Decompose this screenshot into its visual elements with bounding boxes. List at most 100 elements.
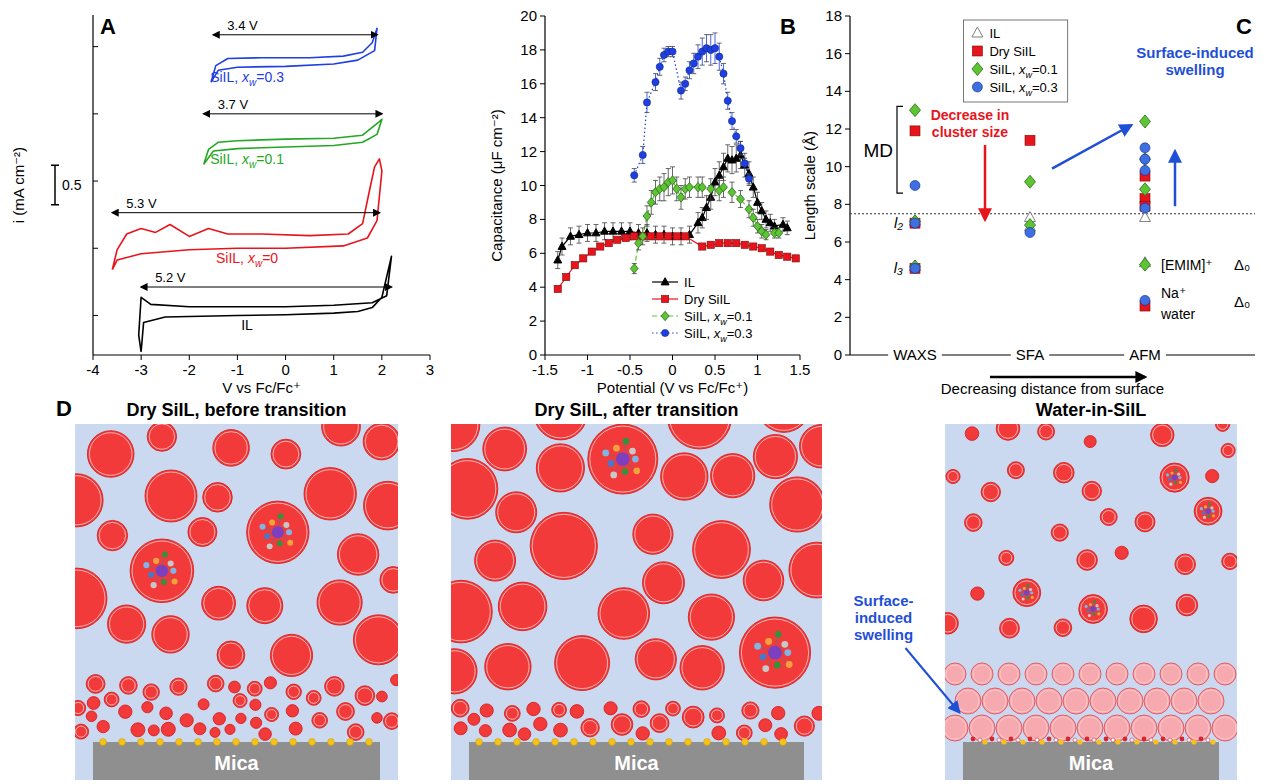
- ion-cluster-sphere: [996, 424, 1020, 440]
- y-tick-label: 6: [529, 244, 537, 261]
- ion-cluster-sphere: [1144, 688, 1170, 714]
- sphere-rim: [998, 717, 1020, 739]
- ion-cluster-sphere: [377, 691, 388, 702]
- atom: [1169, 483, 1172, 486]
- x-tick-label: -1.5: [532, 361, 558, 378]
- ion-cluster-sphere: [148, 725, 159, 736]
- data-point: [720, 183, 728, 192]
- ion-cluster-sphere: [270, 634, 312, 676]
- error-bar-cap: [738, 207, 743, 208]
- error-bar-cap: [696, 68, 701, 69]
- ion-cluster-sphere: [633, 701, 650, 718]
- ion-cluster-sphere: [202, 586, 236, 620]
- window-label: 5.2 V: [155, 270, 186, 285]
- ion-cluster-sphere: [265, 708, 279, 722]
- sphere-rim: [973, 665, 991, 683]
- ion-cluster-sphere: [131, 723, 145, 737]
- error-bar-cap: [759, 238, 764, 239]
- sphere-rim: [339, 536, 376, 573]
- ion-cluster-sphere: [108, 605, 146, 643]
- sphere-rim: [645, 564, 683, 602]
- sphere-rim: [536, 424, 585, 438]
- water-molecule: [1066, 737, 1071, 742]
- window-arrow: [204, 113, 382, 114]
- error-bar-cap: [670, 193, 675, 194]
- sphere-rim: [1054, 665, 1072, 683]
- data-point: [643, 211, 651, 220]
- sphere-rim: [759, 424, 809, 430]
- atom: [151, 582, 157, 588]
- window-arrow: [112, 212, 379, 213]
- data-point: [728, 117, 735, 124]
- error-bar-cap: [636, 249, 641, 250]
- error-bar-cap: [708, 209, 713, 210]
- ion-cluster-sphere: [119, 705, 132, 718]
- surface-cation: [666, 739, 673, 746]
- sphere-rim: [1106, 717, 1128, 739]
- error-bar-cap: [700, 177, 705, 178]
- text-line: induced: [855, 609, 913, 626]
- error-bar-cap: [645, 241, 650, 242]
- sphere-rim: [1081, 665, 1099, 683]
- curve-label: SiIL, xw=0: [216, 250, 278, 269]
- sphere-rim: [288, 686, 299, 697]
- ion-cluster-sphere: [259, 728, 272, 741]
- sphere-rim: [110, 607, 144, 641]
- error-bar-cap: [645, 112, 650, 113]
- error-bar-cap: [555, 251, 560, 252]
- ion-cluster-sphere: [145, 470, 197, 522]
- error-bar-cap: [662, 48, 667, 49]
- curve-label: SiIL, xw=0.3: [210, 69, 284, 88]
- legend-label: SiIL, xw=0.1: [989, 62, 1057, 80]
- ion-cluster-sphere: [1050, 715, 1076, 741]
- y-tick: [845, 242, 850, 243]
- sphere-rim: [967, 516, 981, 530]
- sphere-rim: [998, 424, 1018, 438]
- data-point: [1140, 154, 1150, 164]
- label-patch: [888, 346, 942, 363]
- legend-label: SiIL, xw=0.3: [684, 326, 752, 344]
- error-bar-cap: [653, 204, 658, 205]
- sphere-rim: [1187, 717, 1209, 739]
- sphere-rim: [1189, 665, 1207, 683]
- error-bar-cap: [585, 241, 590, 242]
- ion-cluster-sphere: [86, 675, 105, 694]
- data-point: [567, 232, 575, 239]
- error-bar-cap: [679, 99, 684, 100]
- ion-cluster-sphere: [1131, 715, 1157, 741]
- ion-cluster-sphere: [999, 550, 1014, 565]
- data-point: [775, 251, 782, 258]
- ion-cluster-sphere: [475, 540, 516, 581]
- text-line: Surface-induced: [1136, 44, 1254, 61]
- sphere-rim: [500, 584, 545, 629]
- surface-cation: [1172, 739, 1177, 744]
- ion-cluster-sphere: [759, 719, 772, 732]
- ion-cluster-sphere: [965, 427, 979, 441]
- error-bar-cap: [645, 92, 650, 93]
- y-tick: [845, 91, 850, 92]
- sphere-rim: [1052, 717, 1074, 739]
- y-tick-label: 12: [825, 120, 842, 137]
- data-point: [910, 215, 921, 228]
- x-tick-label: -4: [86, 361, 99, 378]
- sphere-rim: [365, 425, 398, 458]
- text-run: =0: [262, 250, 278, 266]
- x-tick: [141, 355, 142, 360]
- data-point: [554, 285, 561, 292]
- data-point: [910, 218, 920, 228]
- y-tick: [845, 129, 850, 130]
- data-point: [686, 67, 693, 74]
- sphere-rim: [324, 424, 359, 444]
- atom: [1031, 596, 1034, 599]
- sphere-rim: [147, 472, 195, 520]
- data-point: [686, 183, 694, 192]
- error-bar-cap: [691, 73, 696, 74]
- ion-cluster-sphere: [496, 492, 537, 533]
- data-point: [669, 48, 676, 55]
- y-tick: [540, 151, 545, 152]
- ion-cluster-sphere: [598, 588, 650, 640]
- error-bar-cap: [713, 32, 718, 33]
- error-bar-cap: [742, 168, 747, 169]
- sphere-rim: [1214, 717, 1236, 739]
- ion-cluster-sphere: [1082, 481, 1101, 500]
